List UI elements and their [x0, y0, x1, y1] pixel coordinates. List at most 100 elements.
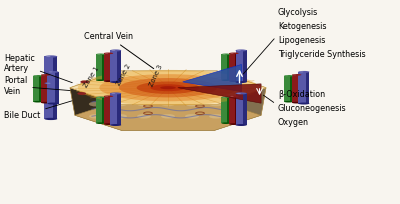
- Ellipse shape: [229, 123, 239, 125]
- Polygon shape: [214, 71, 266, 115]
- Ellipse shape: [89, 114, 103, 119]
- Bar: [96, 97, 105, 123]
- Ellipse shape: [209, 102, 223, 106]
- Bar: [55, 72, 58, 103]
- Ellipse shape: [229, 52, 239, 54]
- Ellipse shape: [233, 90, 247, 94]
- Ellipse shape: [222, 122, 230, 124]
- Ellipse shape: [161, 90, 175, 94]
- Polygon shape: [70, 71, 266, 104]
- Polygon shape: [119, 104, 217, 130]
- Ellipse shape: [89, 102, 103, 106]
- Ellipse shape: [44, 82, 57, 84]
- Text: Glycolysis: Glycolysis: [278, 8, 318, 17]
- Polygon shape: [119, 71, 217, 100]
- Ellipse shape: [49, 71, 53, 72]
- Ellipse shape: [113, 102, 127, 106]
- Ellipse shape: [46, 83, 50, 84]
- Bar: [110, 50, 121, 82]
- Bar: [243, 93, 247, 125]
- Ellipse shape: [44, 118, 57, 120]
- Bar: [110, 53, 113, 81]
- Polygon shape: [70, 88, 122, 130]
- Ellipse shape: [104, 95, 113, 97]
- Ellipse shape: [292, 74, 302, 76]
- Text: Lipogenesis: Lipogenesis: [278, 36, 325, 45]
- Bar: [104, 53, 113, 81]
- Ellipse shape: [300, 71, 304, 72]
- Ellipse shape: [77, 92, 86, 95]
- Bar: [41, 75, 50, 103]
- Ellipse shape: [137, 114, 151, 119]
- Bar: [102, 97, 105, 123]
- Ellipse shape: [292, 102, 302, 103]
- Ellipse shape: [236, 124, 247, 126]
- Bar: [44, 83, 57, 119]
- Ellipse shape: [298, 71, 310, 73]
- Ellipse shape: [236, 49, 247, 51]
- Ellipse shape: [110, 49, 121, 51]
- Ellipse shape: [222, 79, 230, 81]
- Ellipse shape: [110, 124, 121, 126]
- Ellipse shape: [105, 96, 108, 97]
- Ellipse shape: [222, 97, 226, 98]
- Text: β-Oxidation: β-Oxidation: [278, 90, 325, 99]
- Ellipse shape: [104, 123, 113, 125]
- Ellipse shape: [105, 53, 108, 54]
- Ellipse shape: [222, 54, 226, 55]
- Bar: [47, 72, 58, 103]
- Ellipse shape: [44, 91, 57, 93]
- Bar: [222, 54, 230, 80]
- Ellipse shape: [230, 96, 234, 97]
- Ellipse shape: [137, 90, 151, 94]
- Ellipse shape: [229, 95, 239, 97]
- Text: Triglyceride Synthesis: Triglyceride Synthesis: [278, 50, 366, 59]
- Bar: [227, 97, 230, 123]
- Bar: [102, 54, 105, 80]
- Ellipse shape: [96, 122, 105, 124]
- Ellipse shape: [293, 74, 296, 75]
- Ellipse shape: [110, 81, 121, 83]
- Bar: [104, 96, 113, 124]
- Ellipse shape: [44, 55, 57, 58]
- Bar: [229, 53, 239, 81]
- Bar: [39, 76, 42, 102]
- Ellipse shape: [104, 80, 113, 82]
- Bar: [53, 57, 57, 92]
- Text: Hepatic
Artery: Hepatic Artery: [4, 54, 72, 83]
- Bar: [235, 53, 239, 81]
- Ellipse shape: [209, 114, 223, 119]
- Bar: [235, 96, 239, 124]
- Bar: [292, 75, 302, 103]
- Ellipse shape: [161, 102, 175, 106]
- Ellipse shape: [41, 102, 50, 103]
- Ellipse shape: [112, 93, 115, 94]
- Polygon shape: [75, 100, 261, 130]
- Ellipse shape: [89, 90, 103, 94]
- Ellipse shape: [47, 103, 58, 104]
- Ellipse shape: [150, 84, 186, 91]
- Bar: [243, 50, 247, 82]
- Text: Portal
Vein: Portal Vein: [4, 76, 70, 96]
- Ellipse shape: [222, 53, 230, 55]
- Ellipse shape: [47, 71, 58, 73]
- Ellipse shape: [137, 102, 151, 106]
- Ellipse shape: [33, 101, 42, 102]
- Ellipse shape: [97, 97, 100, 98]
- Bar: [117, 93, 121, 125]
- Ellipse shape: [237, 93, 241, 94]
- Ellipse shape: [222, 96, 230, 98]
- Polygon shape: [214, 88, 266, 130]
- Ellipse shape: [42, 74, 46, 75]
- Bar: [284, 76, 293, 102]
- Polygon shape: [70, 71, 122, 115]
- Ellipse shape: [78, 70, 258, 105]
- Ellipse shape: [236, 92, 247, 94]
- Bar: [53, 83, 57, 119]
- Ellipse shape: [284, 101, 293, 102]
- Bar: [44, 57, 57, 92]
- Text: Zone 3: Zone 3: [149, 64, 164, 88]
- Bar: [298, 75, 302, 103]
- Ellipse shape: [33, 75, 42, 76]
- Text: Ketogenesis: Ketogenesis: [278, 22, 326, 31]
